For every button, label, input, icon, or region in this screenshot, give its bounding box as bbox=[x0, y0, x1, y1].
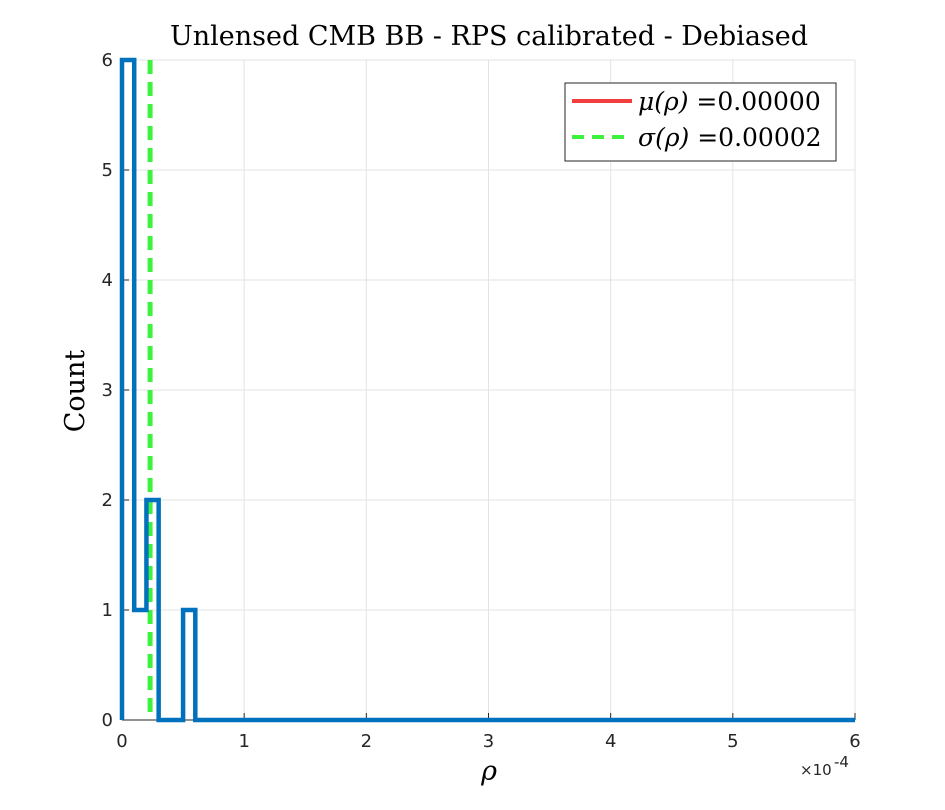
histogram-bin bbox=[134, 610, 146, 720]
histogram-bin bbox=[146, 500, 158, 720]
x-axis-exponent: ×10 -4 bbox=[800, 753, 849, 779]
histogram-outline bbox=[119, 57, 855, 723]
chart-title: Unlensed CMB BB - RPS calibrated - Debia… bbox=[170, 21, 808, 52]
legend-mean-label: μ(ρ) =0.00000 bbox=[638, 87, 821, 116]
y-tick-label: 6 bbox=[102, 50, 113, 71]
x-exponent-power: -4 bbox=[834, 753, 849, 771]
legend-mean-value: =0.00000 bbox=[688, 87, 820, 116]
x-exponent-base: ×10 bbox=[800, 761, 832, 779]
legend-mean-prefix: μ(ρ) bbox=[638, 87, 688, 116]
plot-area bbox=[119, 57, 855, 723]
grid-lines bbox=[121, 59, 856, 721]
y-tick-label: 5 bbox=[102, 160, 113, 181]
x-tick-label: 6 bbox=[849, 731, 860, 752]
legend-sigma-label: σ(ρ) =0.00002 bbox=[638, 123, 822, 152]
legend-box bbox=[564, 82, 837, 162]
x-tick-label: 0 bbox=[116, 731, 127, 752]
y-tick-label: 0 bbox=[102, 710, 113, 731]
x-tick-label: 3 bbox=[483, 731, 494, 752]
x-tick-label: 1 bbox=[238, 731, 249, 752]
x-tick-label: 2 bbox=[361, 731, 372, 752]
x-tick-label: 5 bbox=[727, 731, 738, 752]
histogram-bin bbox=[122, 60, 134, 720]
histogram-bin bbox=[183, 610, 195, 720]
legend: μ(ρ) =0.00000 σ(ρ) =0.00002 bbox=[564, 82, 837, 162]
y-tick-label: 2 bbox=[102, 490, 113, 511]
legend-sigma-prefix: σ(ρ) bbox=[638, 123, 689, 152]
x-tick-label: 4 bbox=[605, 731, 616, 752]
y-tick-label: 3 bbox=[102, 380, 113, 401]
tick-labels: 0 1 2 3 4 5 6 0 1 2 3 4 5 6 bbox=[102, 50, 861, 752]
x-axis-label: ρ bbox=[480, 756, 497, 787]
y-tick-label: 4 bbox=[102, 270, 113, 291]
legend-sigma-value: =0.00002 bbox=[689, 123, 821, 152]
y-axis-label: Count bbox=[60, 350, 91, 433]
y-tick-label: 1 bbox=[102, 600, 113, 621]
